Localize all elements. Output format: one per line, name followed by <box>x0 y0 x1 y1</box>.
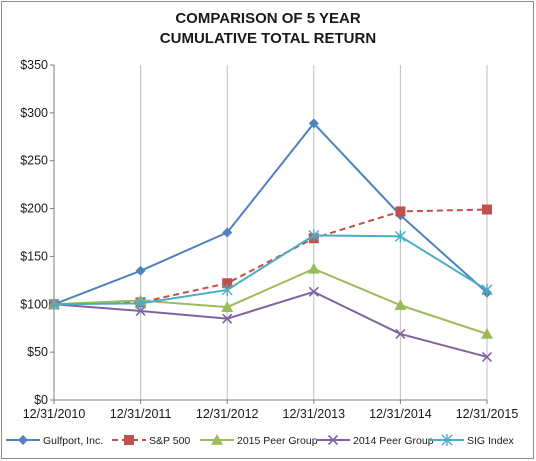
legend-marker <box>327 434 339 446</box>
y-tick-label: $150 <box>20 249 48 263</box>
legend-marker <box>211 434 223 445</box>
series-line <box>53 208 488 306</box>
data-point-marker <box>222 313 233 324</box>
data-point-marker <box>222 227 233 238</box>
data-point-marker <box>308 286 319 297</box>
x-tick-label: 12/31/2010 <box>23 407 86 421</box>
data-point-marker <box>395 328 406 340</box>
data-point-marker <box>135 305 146 317</box>
y-tick-label: $250 <box>20 154 48 168</box>
x-tick-label: 12/31/2015 <box>456 407 519 421</box>
series-line <box>53 267 488 335</box>
data-point-marker <box>481 327 493 339</box>
y-tick-label: $350 <box>20 58 48 72</box>
legend-label: 2015 Peer Group <box>237 435 318 447</box>
legend-label: 2014 Peer Group <box>353 435 434 447</box>
series-line <box>53 122 488 306</box>
data-point-marker <box>308 229 320 242</box>
y-tick-label: $0 <box>34 393 48 407</box>
plot-area: $0 $50 $100 $150 $200 $250 $300 $350 12/31/2010 1… <box>20 58 518 421</box>
x-tick-label: 12/31/2013 <box>283 407 346 421</box>
legend-marker <box>124 435 134 445</box>
data-point-marker <box>221 301 234 312</box>
data-point-marker <box>482 204 492 215</box>
data-point-marker <box>222 278 233 289</box>
y-tick-label: $200 <box>20 202 48 216</box>
x-tick-label: 12/31/2011 <box>110 407 172 421</box>
legend-marker <box>441 434 453 446</box>
legend-label: SIG Index <box>467 435 514 447</box>
data-point-marker <box>394 230 406 243</box>
data-point-marker <box>395 206 406 217</box>
series-line <box>53 290 488 358</box>
y-tick-label: $100 <box>20 297 48 311</box>
data-point-marker <box>307 262 320 274</box>
y-tick-label: $300 <box>20 106 48 120</box>
x-tick-label: 12/31/2014 <box>369 407 432 421</box>
data-point-marker <box>481 351 493 362</box>
x-tick-label: 12/31/2012 <box>196 407 259 421</box>
chart-title-line-1: COMPARISON OF 5 YEAR <box>175 10 360 27</box>
y-tick-label: $50 <box>27 345 48 359</box>
data-point-marker <box>394 299 407 311</box>
data-point-marker <box>48 298 60 311</box>
legend: Gulfport, Inc. S&P 500 2015 Peer Group 2014… <box>6 434 514 447</box>
data-point-marker <box>135 265 146 276</box>
legend-label: S&P 500 <box>149 435 190 447</box>
legend-marker <box>18 435 28 445</box>
data-point-marker <box>221 283 233 296</box>
data-point-marker <box>308 118 319 129</box>
chart-title-line-2: CUMULATIVE TOTAL RETURN <box>160 30 376 47</box>
data-point-marker <box>481 283 493 296</box>
legend-label: Gulfport, Inc. <box>43 435 103 447</box>
series-line <box>53 234 488 306</box>
data-point-marker <box>135 297 147 310</box>
